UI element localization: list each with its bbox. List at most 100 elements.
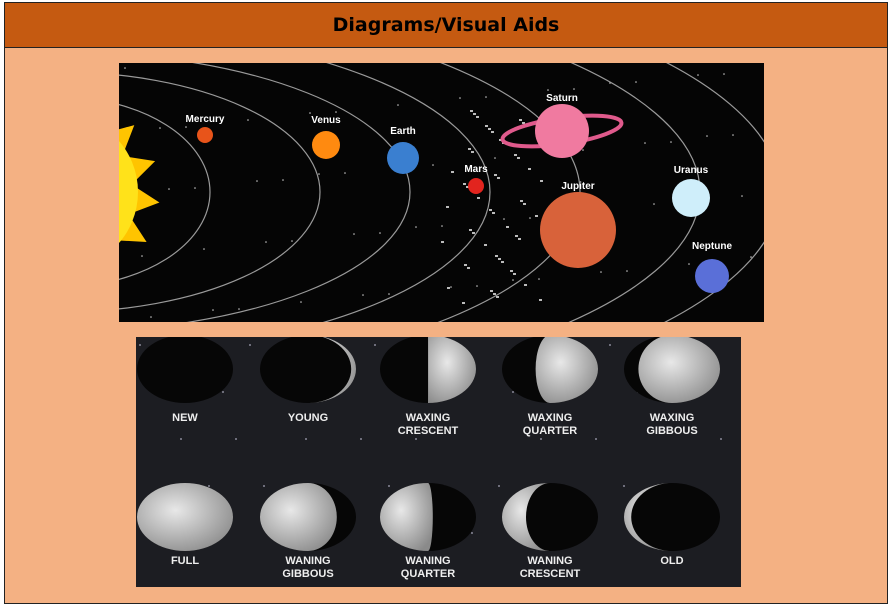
space-background	[119, 63, 764, 322]
asteroid	[540, 180, 543, 182]
star	[670, 141, 672, 143]
star	[432, 164, 434, 166]
star	[750, 256, 752, 258]
asteroid	[477, 197, 480, 199]
phase-label: YOUNG	[288, 412, 328, 424]
star	[124, 67, 126, 69]
asteroid	[447, 287, 450, 289]
star	[247, 119, 249, 121]
asteroid	[489, 209, 492, 211]
star	[305, 438, 307, 440]
star	[256, 180, 258, 182]
star	[626, 270, 628, 272]
star	[194, 187, 196, 189]
asteroid	[535, 215, 538, 217]
asteroid	[464, 264, 467, 266]
asteroid	[463, 183, 466, 185]
star	[609, 344, 611, 346]
planet	[540, 192, 616, 268]
star	[573, 88, 575, 90]
star	[512, 391, 514, 393]
planet	[468, 178, 484, 194]
star	[741, 195, 743, 197]
star	[212, 309, 214, 311]
asteroid	[523, 203, 526, 205]
phase-label: WANING	[527, 555, 572, 567]
planet	[695, 259, 729, 293]
asteroid	[496, 296, 499, 298]
star	[476, 285, 478, 287]
asteroid	[514, 154, 517, 156]
star	[300, 301, 302, 303]
star	[653, 203, 655, 205]
planet-label: Saturn	[546, 93, 578, 104]
asteroid	[501, 261, 504, 263]
star	[208, 485, 210, 487]
asteroid	[470, 110, 473, 112]
asteroid	[468, 148, 471, 150]
planet-label: Mercury	[186, 114, 225, 125]
asteroid	[476, 116, 479, 118]
star	[471, 532, 473, 534]
asteroid	[494, 174, 497, 176]
star	[494, 157, 496, 159]
star	[353, 233, 355, 235]
asteroid	[515, 235, 518, 237]
asteroid	[497, 177, 500, 179]
star	[362, 294, 364, 296]
phase-label: WAXING	[406, 412, 451, 424]
star	[235, 438, 237, 440]
phase-label: WANING	[405, 555, 450, 567]
phase-label: GIBBOUS	[282, 568, 333, 580]
star	[623, 485, 625, 487]
phase-label: NEW	[172, 412, 198, 424]
star	[141, 255, 143, 257]
asteroid	[493, 293, 496, 295]
star	[318, 173, 320, 175]
star	[441, 225, 443, 227]
planet	[312, 131, 340, 159]
planet-label: Mars	[464, 164, 488, 175]
star	[635, 81, 637, 83]
star	[379, 232, 381, 234]
asteroid	[484, 244, 487, 246]
star	[540, 438, 542, 440]
planet	[197, 127, 213, 143]
star	[263, 485, 265, 487]
star	[374, 344, 376, 346]
asteroid	[506, 226, 509, 228]
star	[459, 97, 461, 99]
moon-dark	[137, 335, 233, 403]
asteroid	[451, 171, 454, 173]
phase-label: QUARTER	[523, 425, 577, 437]
asteroid	[473, 113, 476, 115]
asteroid	[491, 131, 494, 133]
asteroid	[495, 255, 498, 257]
asteroid	[469, 229, 472, 231]
star	[485, 96, 487, 98]
asteroid	[490, 290, 493, 292]
asteroid	[524, 284, 527, 286]
illustrations: MercuryVenusEarthMarsSaturnJupiterUranus…	[0, 0, 891, 591]
star	[688, 263, 690, 265]
asteroid	[498, 258, 501, 260]
star	[185, 126, 187, 128]
star	[203, 248, 205, 250]
star	[450, 286, 452, 288]
star	[644, 142, 646, 144]
asteroid	[513, 273, 516, 275]
star	[344, 172, 346, 174]
star	[335, 111, 337, 113]
star	[697, 74, 699, 76]
asteroid	[528, 168, 531, 170]
star	[249, 344, 251, 346]
asteroid	[467, 267, 470, 269]
asteroid	[446, 206, 449, 208]
star	[600, 271, 602, 273]
star	[139, 344, 141, 346]
star	[538, 278, 540, 280]
star	[415, 438, 417, 440]
star	[309, 112, 311, 114]
planet-label: Uranus	[674, 165, 709, 176]
